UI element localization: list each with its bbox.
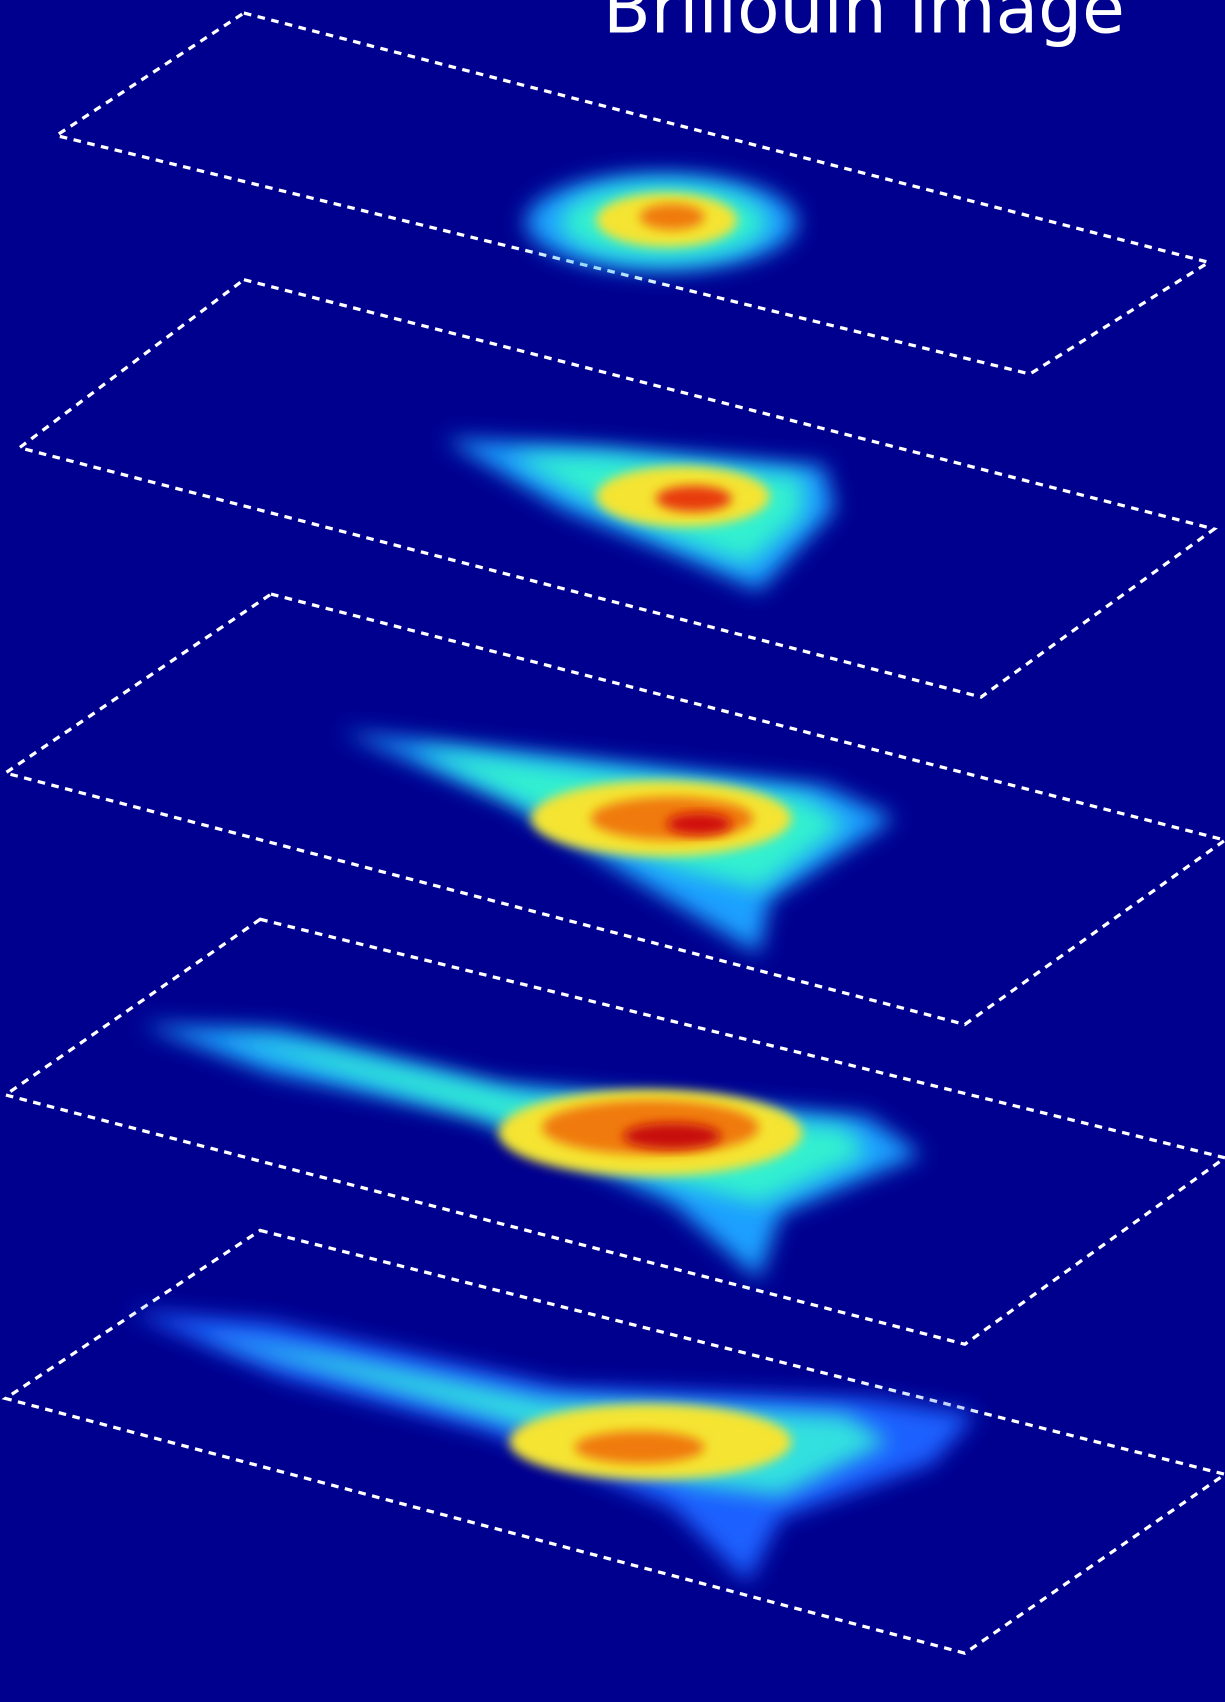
blob: [575, 1431, 705, 1464]
blob: [656, 486, 732, 512]
title: Brillouin image: [603, 0, 1125, 50]
blob: [667, 813, 732, 835]
blob: [623, 1123, 721, 1149]
blob: [640, 204, 705, 230]
page: Brillouin image: [0, 0, 1225, 1702]
figure: Brillouin image: [0, 0, 1225, 1702]
